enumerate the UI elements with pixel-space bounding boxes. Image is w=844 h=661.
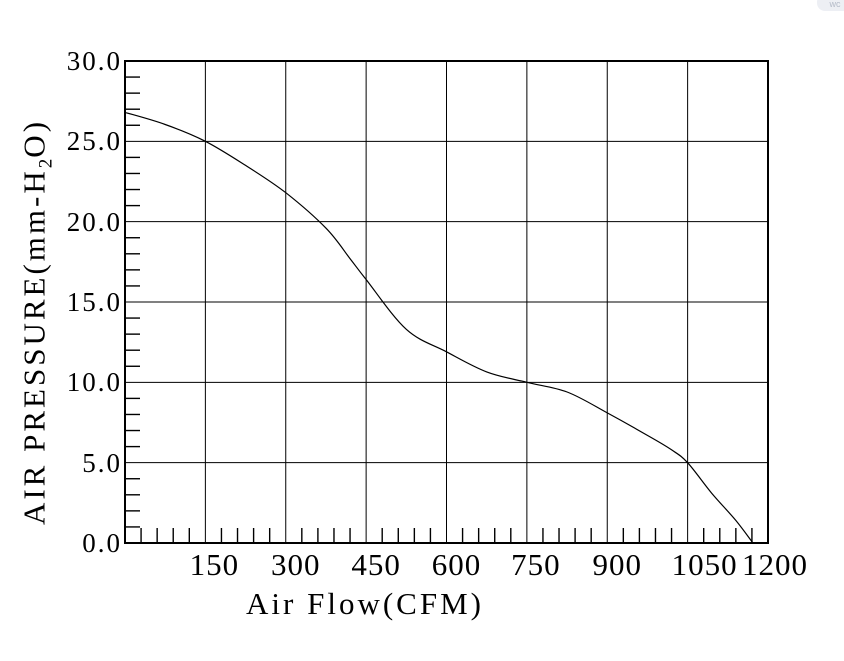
- x-tick-label: 900: [592, 547, 642, 582]
- x-axis-title-text: Air Flow(CFM): [246, 586, 484, 621]
- y-tick-label: 25.0: [66, 126, 122, 157]
- x-tick-label: 300: [271, 547, 321, 582]
- y-axis-title-text-pre: AIR PRESSURE(mm-H: [16, 168, 52, 526]
- y-tick-label: 20.0: [66, 206, 122, 237]
- x-tick-label: 750: [511, 547, 561, 582]
- x-tick-label: 150: [189, 547, 240, 582]
- y-axis-title: AIR PRESSURE(mm-H2O): [16, 119, 57, 525]
- x-tick-label: 600: [431, 547, 482, 582]
- x-tick-label: 450: [351, 547, 401, 582]
- major-gridlines: [125, 61, 768, 543]
- minor-ticks: [126, 76, 753, 542]
- clipped-browser-artifact: wc: [817, 0, 844, 11]
- y-tick-label: 30.0: [66, 46, 122, 76]
- x-axis-title: Air Flow(CFM): [246, 586, 484, 622]
- y-axis-title-text-post: O): [16, 118, 52, 158]
- y-tick-label: 15.0: [66, 287, 122, 317]
- performance-curve: [124, 111, 754, 544]
- y-tick-label: 5.0: [82, 447, 122, 478]
- x-tick-label: 1050: [671, 547, 738, 582]
- y-axis-title-subscript: 2: [35, 157, 57, 169]
- plot-border: [124, 60, 769, 544]
- x-tick-label: 1200: [742, 547, 808, 582]
- y-tick-label: 0.0: [82, 528, 122, 558]
- y-tick-label: 10.0: [66, 367, 122, 398]
